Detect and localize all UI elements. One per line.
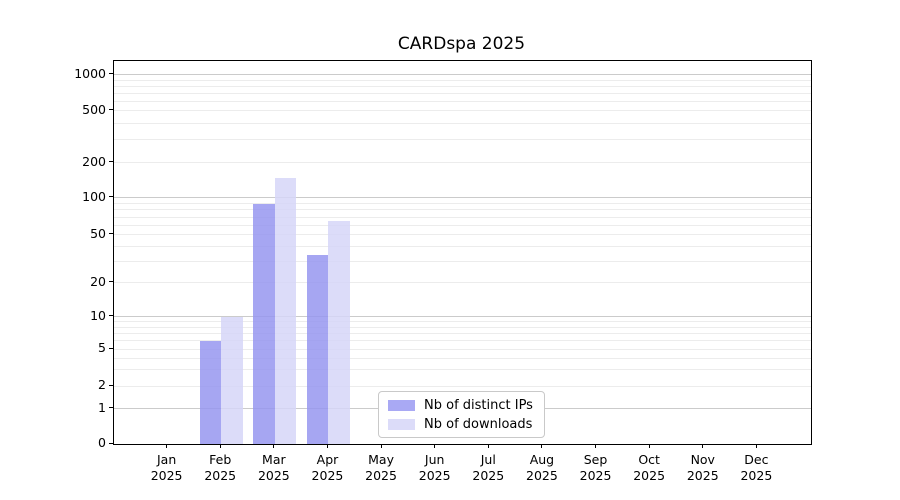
y-gridline-minor [114, 282, 811, 284]
y-tick-label: 0 [98, 435, 106, 450]
y-tick-label: 10 [90, 307, 106, 323]
y-tick-label: 20 [90, 273, 106, 289]
y-tick-mark [109, 109, 113, 111]
y-gridline-minor [114, 101, 811, 102]
x-tick-label-aug: Aug 2025 [526, 452, 558, 483]
legend-label-downloads: Nb of downloads [424, 416, 533, 432]
x-tick-label-sep: Sep 2025 [579, 452, 612, 483]
y-gridline-minor [114, 110, 811, 112]
bar-feb-distinct-ips [199, 340, 222, 444]
x-tick-mark [648, 444, 650, 448]
legend: Nb of distinct IPs Nb of downloads [378, 391, 545, 438]
plot-area [113, 60, 812, 445]
y-gridline-minor [114, 246, 811, 248]
x-tick-label-oct: Oct 2025 [633, 452, 666, 483]
y-gridline-minor [114, 123, 811, 125]
y-tick-mark [109, 442, 113, 444]
legend-label-distinct-ips: Nb of distinct IPs [424, 397, 533, 413]
y-gridline-minor [114, 234, 811, 236]
y-tick-label: 500 [82, 101, 106, 117]
y-gridline-major [114, 74, 811, 76]
y-gridline-minor [114, 216, 811, 218]
y-tick-label: 1 [98, 399, 106, 415]
x-tick-mark [541, 444, 543, 448]
x-tick-mark [434, 444, 436, 448]
y-tick-label: 5 [98, 340, 106, 356]
x-tick-mark [219, 444, 221, 448]
x-tick-mark [487, 444, 489, 448]
legend-swatch-downloads [388, 418, 415, 430]
y-gridline-minor [114, 203, 811, 205]
chart-title: CARDspa 2025 [397, 34, 526, 54]
x-tick-mark [380, 444, 382, 448]
x-tick-label-apr: Apr 2025 [311, 452, 344, 483]
y-tick-label: 200 [82, 153, 106, 169]
y-gridline-major [114, 197, 811, 199]
x-tick-label-jun: Jun 2025 [418, 452, 451, 483]
x-tick-label-dec: Dec 2025 [740, 452, 773, 483]
y-gridline-minor [114, 385, 811, 387]
bar-apr-downloads [328, 220, 350, 444]
y-gridline-minor [114, 209, 811, 211]
bar-mar-distinct-ips [253, 203, 275, 444]
x-tick-label-may: May 2025 [365, 452, 397, 483]
y-gridline-minor [114, 93, 811, 94]
y-gridline-minor [114, 224, 811, 226]
x-tick-mark [595, 444, 597, 448]
y-tick-mark [109, 161, 113, 163]
y-tick-mark [109, 407, 113, 409]
y-tick-label: 100 [82, 188, 106, 204]
legend-row-distinct-ips: Nb of distinct IPs [388, 398, 535, 413]
bar-feb-downloads [221, 316, 243, 444]
y-gridline-minor [114, 326, 811, 328]
y-tick-mark [109, 384, 113, 386]
x-tick-mark [166, 444, 168, 448]
y-tick-mark [109, 315, 113, 317]
x-tick-mark [326, 444, 328, 448]
y-tick-label: 50 [90, 225, 106, 241]
y-tick-mark [109, 73, 113, 75]
y-gridline-minor [114, 86, 811, 88]
legend-row-downloads: Nb of downloads [388, 417, 535, 432]
legend-swatch-distinct-ips [388, 399, 415, 411]
y-gridline-minor [114, 348, 811, 350]
x-tick-label-mar: Mar 2025 [257, 452, 290, 483]
y-tick-mark [109, 196, 113, 198]
x-tick-mark [702, 444, 704, 448]
y-gridline-minor [114, 139, 811, 141]
y-tick-label: 1000 [74, 65, 106, 81]
bar-mar-downloads [274, 177, 297, 444]
x-tick-label-nov: Nov 2025 [686, 452, 719, 483]
y-gridline-minor [114, 321, 811, 323]
y-tick-mark [109, 347, 113, 349]
y-gridline-major [114, 316, 811, 318]
y-gridline-minor [114, 332, 811, 334]
y-gridline-minor [114, 357, 811, 359]
x-tick-label-jul: Jul 2025 [472, 452, 505, 483]
y-gridline-minor [114, 340, 811, 342]
y-tick-mark [109, 233, 113, 235]
bar-apr-distinct-ips [307, 255, 329, 444]
x-tick-mark [755, 444, 757, 448]
y-tick-mark [109, 281, 113, 283]
y-tick-label: 2 [98, 377, 106, 392]
y-gridline-minor [114, 79, 811, 81]
x-tick-label-jan: Jan 2025 [150, 452, 183, 483]
y-gridline-minor [114, 162, 811, 164]
x-tick-mark [273, 444, 275, 448]
x-tick-label-feb: Feb 2025 [204, 452, 237, 483]
y-gridline-minor [114, 369, 811, 371]
y-gridline-minor [114, 261, 811, 263]
